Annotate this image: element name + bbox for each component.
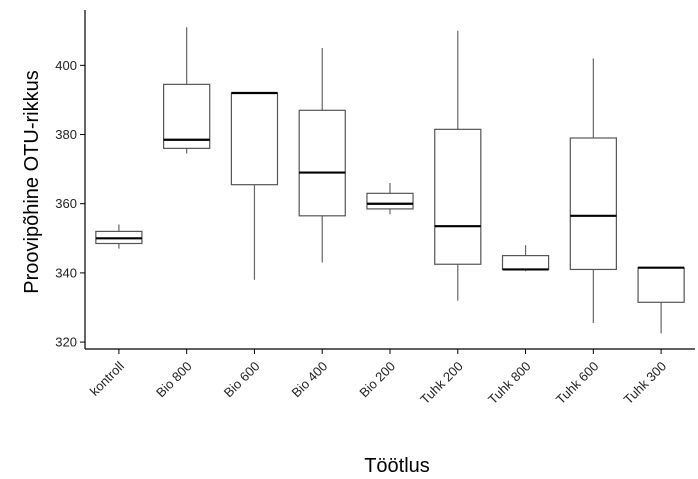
x-tick-label: Bio 800 bbox=[153, 359, 195, 401]
plot-area bbox=[95, 27, 685, 334]
x-axis-title: Töötlus bbox=[364, 455, 430, 477]
box-group bbox=[366, 182, 414, 215]
box-group bbox=[298, 48, 346, 263]
box bbox=[501, 255, 550, 271]
y-tick-label: 320 bbox=[55, 335, 77, 350]
y-tick-label: 380 bbox=[55, 127, 77, 142]
box-group bbox=[501, 245, 550, 272]
y-tick-label: 360 bbox=[55, 196, 77, 211]
y-tick-label: 400 bbox=[55, 58, 77, 73]
y-axis-ticks: 320 340 360 380 400 bbox=[55, 58, 85, 350]
x-axis-ticks: kontroll Bio 800 Bio 600 Bio 400 Bio 200 Tuhk… bbox=[87, 349, 669, 407]
box bbox=[163, 83, 211, 149]
box-group bbox=[569, 58, 617, 324]
box-group bbox=[95, 224, 143, 249]
box bbox=[434, 128, 482, 265]
box bbox=[637, 267, 685, 303]
box-group bbox=[434, 30, 482, 301]
x-tick-label: Bio 200 bbox=[356, 359, 398, 401]
x-tick-label: Bio 600 bbox=[221, 359, 263, 401]
box-group bbox=[230, 91, 279, 280]
box bbox=[298, 109, 346, 217]
x-tick-label: Tuhk 200 bbox=[417, 359, 466, 408]
y-axis-title: Proovipõhine OTU-rikkus bbox=[21, 70, 43, 293]
y-tick-label: 340 bbox=[55, 265, 77, 280]
box-group bbox=[163, 27, 211, 154]
box bbox=[569, 137, 617, 271]
x-tick-label: Tuhk 600 bbox=[553, 359, 602, 408]
x-tick-label: kontroll bbox=[87, 358, 127, 398]
x-tick-label: Tuhk 800 bbox=[485, 359, 534, 408]
x-tick-label: Bio 400 bbox=[289, 359, 331, 401]
x-tick-label: Tuhk 300 bbox=[621, 359, 670, 408]
box bbox=[230, 92, 279, 186]
box-group bbox=[637, 266, 685, 334]
box bbox=[366, 192, 414, 210]
